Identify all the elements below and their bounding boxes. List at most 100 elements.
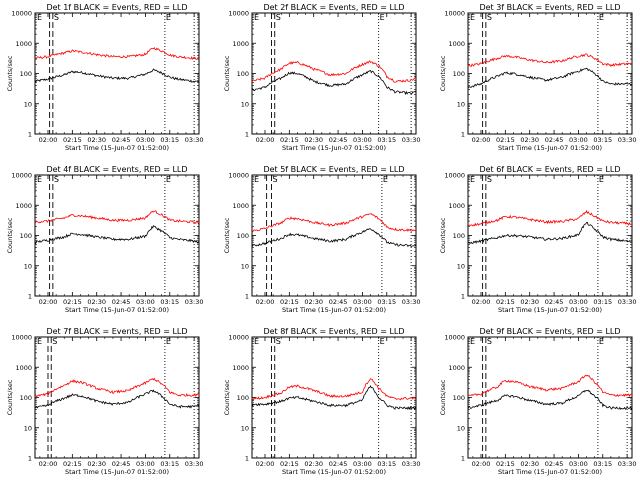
y-axis-label: Counts/sec (439, 379, 447, 415)
x-tick-label: 02:00 (39, 460, 58, 468)
y-tick-label: 1 (245, 293, 249, 301)
marker-letter: E (599, 337, 604, 346)
marker-letter: E (254, 13, 259, 22)
x-tick-label: 02:15 (63, 298, 82, 306)
y-tick-label: 1 (461, 131, 465, 139)
y-axis-label: Counts/sec (439, 217, 447, 253)
panel-det-1: Det 1f BLACK = Events, RED = LLD 1 10 100 10… (6, 3, 203, 152)
series-line-events (251, 228, 417, 248)
panel-title: Det 5f BLACK = Events, RED = LLD (263, 165, 404, 174)
marker-letter: S (276, 13, 281, 22)
panel-det-4: Det 4f BLACK = Events, RED = LLD 1 10 100 10… (6, 165, 203, 314)
marker-letter: E (470, 13, 475, 22)
x-tick-label: 03:00 (569, 460, 588, 468)
x-tick-label: 02:15 (280, 136, 299, 144)
x-axis-label: Start Time (15-Jun-07 01:52:00) (498, 468, 602, 476)
plot-frame (251, 12, 417, 135)
marker-letter: E (383, 175, 388, 184)
marker-letter: E (254, 175, 259, 184)
x-tick-label: 03:00 (136, 298, 155, 306)
y-axis-label: Counts/sec (439, 55, 447, 91)
y-tick-label: 1000 (448, 364, 465, 372)
x-tick-label: 02:30 (520, 298, 539, 306)
series-line-events (34, 225, 200, 244)
x-tick-label: 03:30 (618, 298, 637, 306)
x-tick-label: 03:00 (136, 136, 155, 144)
x-tick-label: 03:15 (160, 460, 179, 468)
marker-letter: E (470, 175, 475, 184)
marker-letter: S (272, 175, 277, 184)
y-tick-label: 1 (245, 455, 249, 463)
x-tick-label: 02:15 (496, 136, 515, 144)
y-tick-label: 1000 (232, 40, 249, 48)
x-tick-label: 02:15 (496, 460, 515, 468)
x-tick-label: 02:00 (256, 298, 275, 306)
series-line-events (34, 68, 200, 83)
y-tick-label: 1000 (15, 364, 32, 372)
series-line-lld (467, 53, 633, 68)
x-axis-label: Start Time (15-Jun-07 01:52:00) (282, 468, 386, 476)
y-axis-label: Counts/sec (6, 379, 14, 415)
y-tick-label: 10 (457, 100, 465, 108)
marker-letter: E (166, 175, 171, 184)
marker-letter: S (487, 337, 492, 346)
x-tick-label: 02:30 (304, 460, 323, 468)
panel-title: Det 7f BLACK = Events, RED = LLD (46, 327, 187, 336)
y-tick-label: 100 (453, 394, 465, 402)
x-tick-label: 02:45 (329, 460, 348, 468)
x-tick-label: 03:30 (402, 298, 421, 306)
x-tick-label: 03:30 (618, 460, 637, 468)
panel-title: Det 8f BLACK = Events, RED = LLD (263, 327, 404, 336)
x-tick-label: 02:15 (63, 136, 82, 144)
y-tick-label: 1 (461, 455, 465, 463)
panel-det-7: Det 7f BLACK = Events, RED = LLD 1 10 100 10… (6, 327, 203, 476)
x-axis-label: Start Time (15-Jun-07 01:52:00) (498, 306, 602, 314)
x-axis-label: Start Time (15-Jun-07 01:52:00) (282, 306, 386, 314)
marker-letter: S (54, 13, 59, 22)
panel-det-3: Det 3f BLACK = Events, RED = LLD 1 10 100 10… (439, 3, 636, 152)
series-line-lld (251, 213, 417, 233)
y-tick-label: 1000 (15, 202, 32, 210)
marker-letter: E (37, 337, 42, 346)
marker-letter: E (254, 337, 259, 346)
x-tick-label: 02:30 (520, 460, 539, 468)
x-tick-label: 03:15 (593, 460, 612, 468)
x-tick-label: 02:30 (87, 136, 106, 144)
x-axis-label: Start Time (15-Jun-07 01:52:00) (282, 144, 386, 152)
marker-letter: E (599, 13, 604, 22)
y-tick-label: 10000 (228, 172, 249, 180)
x-tick-label: 03:15 (377, 298, 396, 306)
x-tick-label: 02:45 (112, 460, 131, 468)
x-tick-label: 02:45 (112, 298, 131, 306)
x-tick-label: 03:30 (185, 298, 204, 306)
x-tick-label: 03:15 (593, 298, 612, 306)
series-line-events (251, 384, 417, 411)
x-tick-label: 02:00 (256, 136, 275, 144)
x-tick-label: 03:30 (402, 460, 421, 468)
panel-det-8: Det 8f BLACK = Events, RED = LLD 1 10 100 10… (223, 327, 420, 476)
y-tick-label: 100 (453, 232, 465, 240)
marker-letter: S (487, 175, 492, 184)
y-tick-label: 1 (28, 455, 32, 463)
marker-letter: E (470, 337, 475, 346)
x-tick-label: 03:00 (136, 460, 155, 468)
y-tick-label: 10000 (444, 10, 465, 18)
y-tick-label: 1000 (448, 202, 465, 210)
x-tick-label: 03:00 (569, 298, 588, 306)
panel-det-5: Det 5f BLACK = Events, RED = LLD 1 10 100 10… (223, 165, 420, 314)
y-tick-label: 10000 (11, 334, 32, 342)
x-tick-label: 02:30 (520, 136, 539, 144)
series-line-lld (251, 378, 417, 401)
y-tick-label: 10 (457, 262, 465, 270)
x-tick-label: 02:15 (63, 460, 82, 468)
series-line-events (34, 389, 200, 409)
marker-letter: E (166, 13, 171, 22)
plot-frame (34, 12, 200, 135)
series-line-events (467, 67, 633, 88)
panel-det-2: Det 2f BLACK = Events, RED = LLD 1 10 100 10… (223, 3, 420, 152)
x-tick-label: 02:00 (39, 136, 58, 144)
y-tick-label: 100 (20, 394, 32, 402)
x-tick-label: 02:30 (304, 136, 323, 144)
x-tick-label: 03:15 (160, 136, 179, 144)
